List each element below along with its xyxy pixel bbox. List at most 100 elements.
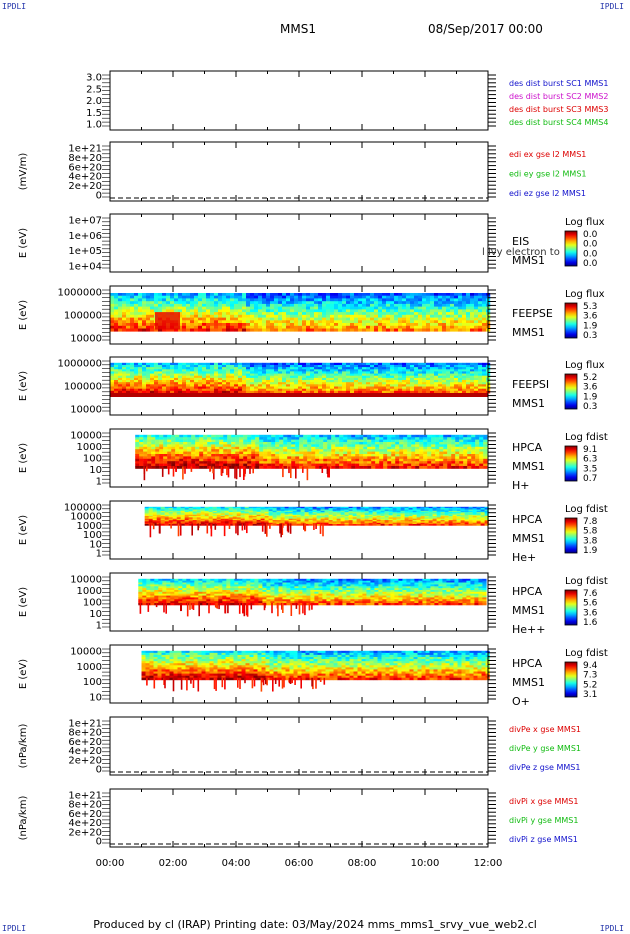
legend-entry: divPe y gse MMS1 xyxy=(509,744,581,753)
ytick-label: 1000 xyxy=(77,586,102,597)
colorbar-tick: 3.6 xyxy=(583,608,598,618)
colorbar-tick: 9.1 xyxy=(583,445,597,455)
colorbar-tick: 6.3 xyxy=(583,455,597,465)
colorbar-tick: 1.6 xyxy=(583,618,598,628)
ytick-label: 1e+07 xyxy=(68,216,102,227)
ytick-label: 10000 xyxy=(70,512,102,523)
ytick-label: 10 xyxy=(89,539,102,550)
ytick-label: 1e+06 xyxy=(68,231,102,242)
panel-feepse: 1000000 100000 10000 E (eV) FEEPSE MMS1 Log fl… xyxy=(18,285,605,345)
ytick-label: 2.0 xyxy=(86,96,102,107)
ytick-label: 2.5 xyxy=(86,84,102,95)
instrument-name: EIS xyxy=(512,235,529,248)
colorbar-tick: 3.6 xyxy=(583,383,598,393)
ytick-label: 0 xyxy=(96,837,102,848)
legend-entry: des dist burst SC1 MMS1 xyxy=(509,79,608,88)
legend-entry: edi ey gse l2 MMS1 xyxy=(509,170,587,179)
instrument-name: MMS1 xyxy=(512,460,545,473)
colorbar-title: Log flux xyxy=(565,360,605,371)
footer-credit: Produced by cl (IRAP) Printing date: 03/… xyxy=(93,918,537,931)
ylabel: E (eV) xyxy=(18,659,29,689)
ylabel: E (eV) xyxy=(18,587,29,617)
ytick-label: 100 xyxy=(83,530,102,541)
ytick-label: 2e+20 xyxy=(68,827,102,838)
corner-tag-bottom-left: IPDLI xyxy=(2,924,27,933)
ytick-label: 4e+20 xyxy=(68,746,102,757)
colorbar-tick: 0.0 xyxy=(583,259,598,269)
ytick-label: 1000 xyxy=(77,442,102,453)
instrument-name: HPCA xyxy=(512,513,543,526)
instrument-name: HPCA xyxy=(512,441,543,454)
ytick-label: 10000 xyxy=(70,575,102,586)
ytick-label: 2e+20 xyxy=(68,181,102,192)
legend-entry: edi ex gse l2 MMS1 xyxy=(509,150,586,159)
colorbar-tick: 7.6 xyxy=(583,589,598,599)
panel-des: 3.02.52.01.51.0 des dist burst SC1 MMS1 de… xyxy=(86,70,608,131)
legend-entry: divPi y gse MMS1 xyxy=(509,816,578,825)
ytick-label: 4e+20 xyxy=(68,818,102,829)
legend-entry: des dist burst SC2 MMS2 xyxy=(509,92,608,101)
ytick-label: 6e+20 xyxy=(68,809,102,820)
ytick-label: 100 xyxy=(83,677,102,688)
instrument-name: MMS1 xyxy=(512,604,545,617)
ylabel: E (eV) xyxy=(18,228,29,258)
instrument-name: MMS1 xyxy=(512,326,545,339)
colorbar-tick: 0.3 xyxy=(583,331,597,341)
ytick-label: 100000 xyxy=(64,311,102,322)
ytick-label: 6e+20 xyxy=(68,737,102,748)
instrument-name: He++ xyxy=(512,623,545,636)
ylabel: E (eV) xyxy=(18,443,29,473)
ytick-label: 1000 xyxy=(77,521,102,532)
ytick-label: 8e+20 xyxy=(68,153,102,164)
legend-entry: divPi x gse MMS1 xyxy=(509,797,578,806)
ytick-label: 2e+20 xyxy=(68,755,102,766)
xtick-label: 08:00 xyxy=(348,858,377,869)
xtick-label: 02:00 xyxy=(159,858,188,869)
colorbar-title: Log fdist xyxy=(565,576,608,587)
legend-entry: divPe z gse MMS1 xyxy=(509,763,580,772)
ylabel: (nPa/km) xyxy=(18,724,29,769)
xtick-label: 04:00 xyxy=(222,858,251,869)
ytick-label: 1.0 xyxy=(86,120,102,131)
corner-tag-top-right: IPDLI xyxy=(599,2,624,11)
instrument-name: FEEPSE xyxy=(512,307,553,320)
colorbar-tick: 5.2 xyxy=(583,680,597,690)
ylabel: E (eV) xyxy=(18,371,29,401)
instrument-name: HPCA xyxy=(512,657,543,670)
ytick-label: 1000 xyxy=(77,662,102,673)
ylabel: E (eV) xyxy=(18,300,29,330)
ytick-label: 1 xyxy=(96,477,102,488)
xtick-label: 10:00 xyxy=(411,858,440,869)
instrument-name: HPCA xyxy=(512,585,543,598)
corner-tag-bottom-right: IPDLI xyxy=(599,924,624,933)
ytick-label: 10000 xyxy=(70,431,102,442)
instrument-name: MMS1 xyxy=(512,676,545,689)
colorbar-tick: 0.3 xyxy=(583,402,597,412)
ytick-label: 0 xyxy=(96,765,102,776)
panel-hpca_o: 10000 1000 100 10 E (eV) HPCA MMS1 O+ Log fdist 9… xyxy=(18,644,608,708)
colorbar-tick: 3.8 xyxy=(583,536,598,546)
ytick-label: 100000 xyxy=(64,382,102,393)
colorbar-tick: 9.4 xyxy=(583,661,598,671)
colorbar-tick: 0.0 xyxy=(583,249,598,259)
ytick-label: 1 xyxy=(96,549,102,560)
colorbar-tick: 0.7 xyxy=(583,474,597,484)
legend-entry: des dist burst SC4 MMS4 xyxy=(509,118,608,127)
legend-entry: des dist burst SC3 MMS3 xyxy=(509,105,608,114)
colorbar-tick: 3.6 xyxy=(583,312,598,322)
ytick-label: 8e+20 xyxy=(68,728,102,739)
colorbar-title: Log fdist xyxy=(565,504,608,515)
colorbar-tick: 7.3 xyxy=(583,671,597,681)
instrument-name: MMS1 xyxy=(512,397,545,410)
ytick-label: 1e+21 xyxy=(68,144,102,155)
instrument-name: O+ xyxy=(512,695,530,708)
instrument-name: MMS1 xyxy=(512,254,545,267)
ytick-label: 0 xyxy=(96,191,102,202)
ytick-label: 1e+21 xyxy=(68,719,102,730)
